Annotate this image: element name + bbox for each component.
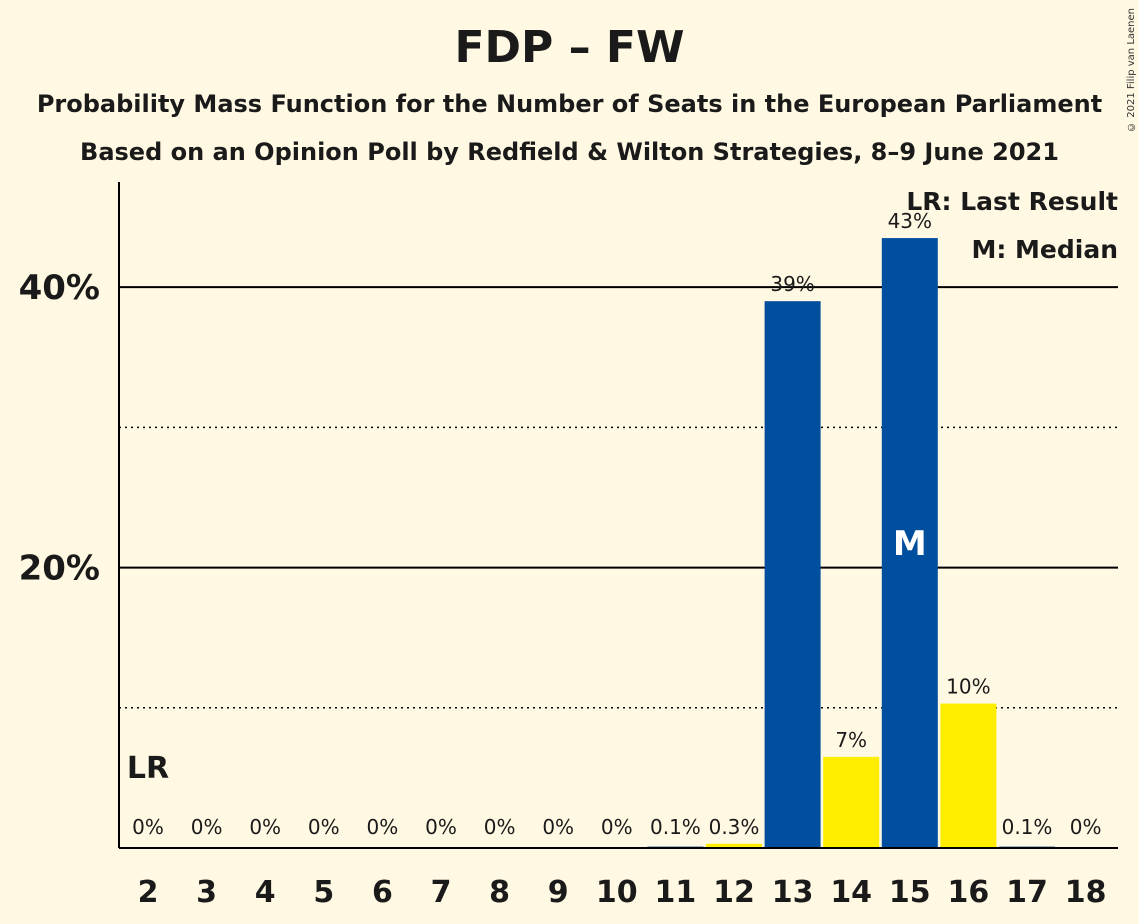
data-label: 0% [542, 815, 574, 839]
data-label: 43% [888, 209, 932, 233]
data-label: 0% [132, 815, 164, 839]
x-tick-label: 11 [655, 875, 697, 910]
data-label: 0% [367, 815, 399, 839]
y-tick-label: 40% [19, 268, 100, 308]
x-tick-label: 10 [596, 875, 638, 910]
chart-title: FDP – FW [454, 22, 685, 73]
data-label: 39% [770, 272, 814, 296]
legend-entry: M: Median [971, 235, 1118, 264]
chart-source-line: Based on an Opinion Poll by Redfield & W… [80, 138, 1059, 166]
x-tick-label: 9 [548, 875, 569, 910]
bar [881, 238, 938, 848]
x-tick-label: 17 [1006, 875, 1048, 910]
chart-subtitle: Probability Mass Function for the Number… [36, 90, 1103, 118]
x-tick-label: 13 [772, 875, 814, 910]
bar [706, 843, 762, 848]
x-tick-label: 6 [372, 875, 393, 910]
data-label: 7% [835, 728, 867, 752]
data-label: 0% [1070, 815, 1102, 839]
data-label: 10% [946, 675, 990, 699]
data-label: 0.1% [650, 815, 701, 839]
data-label: 0% [425, 815, 457, 839]
data-label: 0% [308, 815, 340, 839]
x-tick-label: 16 [948, 875, 990, 910]
data-label: 0% [191, 815, 223, 839]
x-tick-label: 3 [196, 875, 217, 910]
bar [823, 756, 880, 848]
x-tick-label: 8 [489, 875, 510, 910]
y-tick-label: 20% [19, 549, 100, 589]
data-label: 0% [249, 815, 281, 839]
data-label: 0% [601, 815, 633, 839]
x-tick-label: 7 [431, 875, 452, 910]
legend-entry: LR: Last Result [906, 187, 1118, 216]
data-label: 0.1% [1002, 815, 1053, 839]
x-tick-label: 12 [713, 875, 755, 910]
x-tick-label: 4 [255, 875, 276, 910]
bar [764, 301, 821, 848]
x-tick-label: 5 [313, 875, 334, 910]
data-label: 0% [484, 815, 516, 839]
last-result-marker: LR [127, 751, 169, 786]
median-marker: M [893, 524, 927, 564]
data-label: 0.3% [709, 815, 760, 839]
x-tick-label: 18 [1065, 875, 1107, 910]
bar [940, 703, 997, 848]
x-tick-label: 2 [138, 875, 159, 910]
x-tick-label: 15 [889, 875, 931, 910]
x-tick-label: 14 [830, 875, 872, 910]
